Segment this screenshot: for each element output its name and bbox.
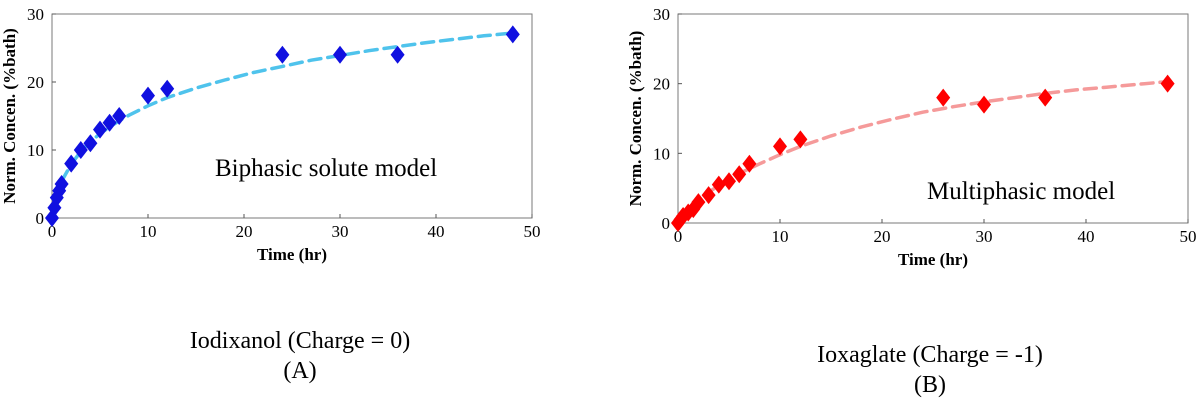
data-point-diamond bbox=[1160, 74, 1175, 93]
data-point-diamond bbox=[64, 154, 79, 173]
x-tick-label: 10 bbox=[140, 222, 157, 241]
y-tick-label: 30 bbox=[653, 5, 670, 24]
data-point-diamond bbox=[742, 154, 757, 173]
chart-panel-a: 0 10 20 30 40 50 0 10 20 30 Time (hr) Norm. Concen.… bbox=[0, 5, 541, 386]
data-point-diamond bbox=[691, 193, 706, 212]
chart-a: 0 10 20 30 40 50 0 10 20 30 Time (hr) Norm. Concen.… bbox=[0, 5, 541, 264]
data-point-diamond bbox=[102, 113, 117, 132]
caption-b-label: (B) bbox=[914, 372, 946, 398]
y-tick-label: 0 bbox=[36, 209, 45, 228]
caption-a-label: (A) bbox=[283, 358, 317, 384]
data-point-diamond bbox=[936, 88, 951, 107]
y-tick-label: 10 bbox=[27, 141, 44, 160]
data-point-diamond bbox=[54, 175, 69, 193]
data-point-diamond bbox=[681, 203, 696, 222]
model-annotation: Biphasic solute model bbox=[215, 155, 437, 182]
plot-area-a bbox=[51, 13, 533, 219]
x-tick-label: 20 bbox=[874, 227, 891, 246]
data-point-diamond bbox=[977, 95, 991, 114]
data-point-diamond bbox=[722, 172, 736, 191]
caption-a: Iodixanol (Charge = 0) (A) bbox=[90, 326, 510, 386]
data-point-diamond bbox=[112, 107, 127, 125]
data-point-diamond bbox=[83, 134, 98, 153]
data-point-diamond bbox=[73, 141, 88, 159]
x-tick-label: 30 bbox=[332, 222, 349, 241]
plot-area-b bbox=[677, 13, 1189, 224]
data-point-diamond bbox=[141, 86, 155, 105]
y-tick-label: 20 bbox=[653, 75, 670, 94]
data-point-diamond bbox=[333, 45, 347, 64]
data-point-diamond bbox=[732, 165, 747, 184]
data-point-diamond bbox=[160, 79, 175, 98]
fit-curve bbox=[50, 31, 515, 220]
data-point-diamond bbox=[1038, 88, 1053, 107]
chart-panel-b: 0 10 20 30 40 50 0 10 20 30 Time (hr) Norm. Concen.… bbox=[600, 0, 1200, 411]
x-tick-label: 40 bbox=[1078, 227, 1095, 246]
x-axis-label: Time (hr) bbox=[257, 245, 327, 264]
data-point-diamond bbox=[701, 186, 716, 205]
data-point-diamond bbox=[390, 45, 405, 64]
y-tick-label: 10 bbox=[653, 144, 670, 163]
data-point-diamond bbox=[711, 175, 726, 194]
y-axis-label: Norm. Concen. (%bath) bbox=[0, 28, 19, 204]
y-tick-label: 30 bbox=[27, 5, 44, 24]
model-annotation: Multiphasic model bbox=[927, 178, 1115, 205]
data-point-diamond bbox=[793, 130, 808, 149]
caption-b: Ioxaglate (Charge = -1) (B) bbox=[730, 340, 1130, 400]
y-tick-label: 0 bbox=[662, 214, 671, 233]
data-point-diamond bbox=[773, 137, 787, 156]
x-tick-label: 10 bbox=[772, 227, 789, 246]
x-tick-label: 0 bbox=[48, 222, 57, 241]
x-tick-label: 50 bbox=[1180, 227, 1197, 246]
x-axis-label: Time (hr) bbox=[898, 250, 968, 269]
data-point-diamond bbox=[505, 25, 520, 44]
x-tick-label: 40 bbox=[428, 222, 445, 241]
y-tick-label: 20 bbox=[27, 73, 44, 92]
data-point-diamond bbox=[93, 120, 107, 139]
x-tick-label: 30 bbox=[976, 227, 993, 246]
caption-b-title: Ioxaglate (Charge = -1) bbox=[817, 342, 1043, 368]
y-axis-label: Norm. Concen. (%bath) bbox=[626, 31, 645, 207]
x-tick-label: 0 bbox=[674, 227, 683, 246]
chart-b: 0 10 20 30 40 50 0 10 20 30 Time (hr) Norm. Concen.… bbox=[626, 5, 1197, 269]
caption-a-title: Iodixanol (Charge = 0) bbox=[189, 328, 411, 354]
x-tick-label: 50 bbox=[524, 222, 541, 241]
x-tick-label: 20 bbox=[236, 222, 253, 241]
data-point-diamond bbox=[275, 45, 290, 64]
